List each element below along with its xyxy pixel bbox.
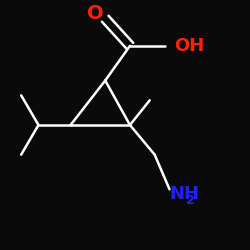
Text: OH: OH [174,37,205,55]
Text: O: O [87,4,104,23]
Text: 2: 2 [186,194,195,207]
Text: NH: NH [170,185,200,203]
